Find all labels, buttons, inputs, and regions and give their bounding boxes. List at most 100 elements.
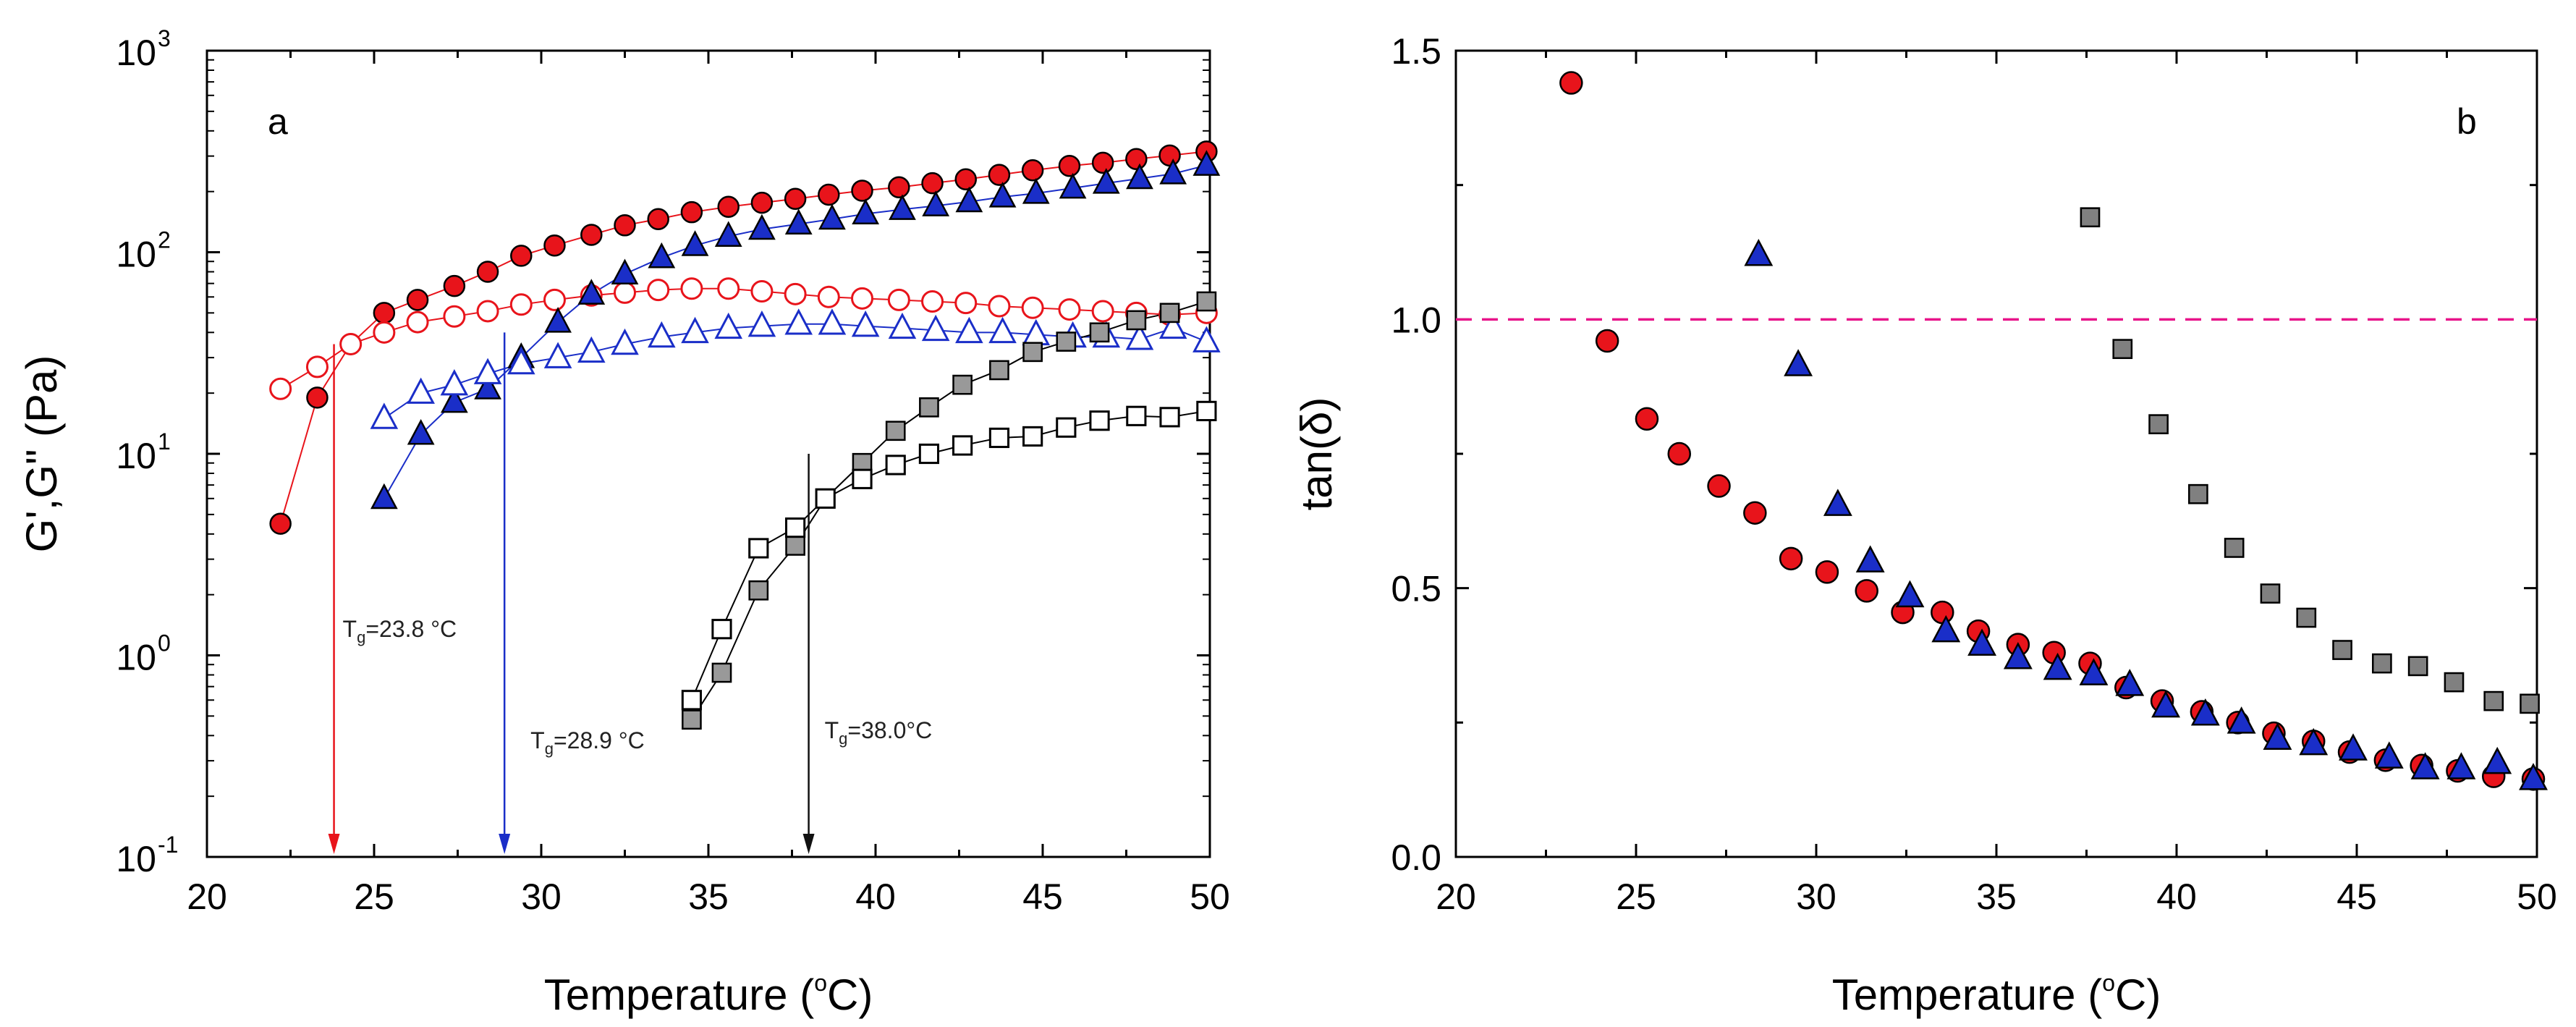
data-point-circle — [543, 234, 566, 257]
data-point-circle — [921, 172, 944, 195]
y-tick-label: 10 — [116, 234, 156, 275]
data-point-triangle — [648, 321, 676, 348]
data-point-square — [2332, 640, 2352, 660]
x-tick-label: 30 — [1796, 876, 1836, 917]
data-point-triangle — [852, 198, 880, 224]
y-tick-label: 10 — [116, 638, 156, 678]
data-point-circle — [269, 377, 292, 400]
data-point-circle — [510, 245, 533, 267]
y-tick-label: 1.5 — [1391, 31, 1441, 72]
data-point-square — [1159, 303, 1180, 324]
data-point-triangle — [2151, 690, 2180, 718]
tg-arrow-head — [328, 834, 340, 854]
data-point-circle — [988, 295, 1011, 318]
y-tick-exponent: 2 — [158, 227, 171, 253]
data-point-triangle — [2079, 658, 2109, 685]
x-tick-label: 45 — [2336, 876, 2377, 917]
data-point-triangle — [648, 242, 676, 269]
data-point-circle — [1058, 298, 1081, 321]
data-point-circle — [717, 195, 740, 219]
data-point-square — [918, 443, 940, 465]
data-point-square — [1159, 407, 1180, 428]
data-point-triangle — [1931, 614, 1961, 643]
data-point-triangle — [2263, 722, 2292, 750]
data-point-square — [2260, 583, 2281, 604]
data-point-triangle — [1895, 580, 1925, 608]
data-point-triangle — [2299, 727, 2329, 756]
x-tick-label: 40 — [855, 876, 896, 917]
data-point-square — [785, 517, 806, 538]
data-point-square — [682, 709, 702, 730]
data-point-triangle — [544, 307, 572, 333]
data-point-triangle — [2339, 733, 2368, 761]
data-point-triangle — [818, 203, 846, 230]
data-point-circle — [1021, 159, 1044, 182]
panel-b-ylabel: tan(δ) — [1292, 397, 1341, 511]
data-point-square — [2407, 656, 2428, 677]
y-tick-label: 0.0 — [1391, 837, 1441, 878]
data-point-square — [1126, 310, 1147, 331]
x-tick-label: 50 — [2517, 876, 2557, 917]
data-point-circle — [887, 288, 910, 311]
data-point-circle — [373, 321, 396, 344]
data-point-square — [815, 488, 836, 509]
data-point-triangle — [1192, 326, 1221, 352]
data-point-triangle — [747, 310, 776, 337]
tg-arrow-head — [802, 834, 815, 854]
data-point-circle — [954, 168, 977, 191]
panel-b-label: b — [2457, 101, 2477, 142]
data-point-circle — [1091, 151, 1114, 174]
data-point-circle — [647, 208, 669, 230]
data-point-square — [2148, 414, 2169, 435]
data-point-triangle — [1159, 159, 1187, 185]
data-point-triangle — [577, 336, 606, 363]
data-point-triangle — [2483, 746, 2512, 774]
series-line-0 — [279, 151, 1207, 524]
y-tick-exponent: -1 — [158, 832, 178, 858]
data-point-circle — [784, 282, 807, 305]
x-tick-label: 45 — [1022, 876, 1063, 917]
data-point-triangle — [507, 347, 535, 375]
data-point-triangle — [473, 358, 502, 384]
data-point-triangle — [2227, 706, 2256, 734]
data-point-triangle — [2115, 669, 2145, 696]
data-point-triangle — [784, 208, 813, 235]
panel-b-ticks: 20 25 30 35 40 45 50 0.0 0.5 1.0 1.5 — [1391, 31, 2556, 917]
data-point-triangle — [1784, 349, 1813, 376]
data-point-square — [2372, 653, 2392, 674]
data-point-triangle — [889, 194, 916, 220]
data-point-triangle — [1125, 324, 1154, 350]
data-point-square — [711, 619, 732, 640]
data-point-triangle — [1022, 318, 1051, 346]
data-point-triangle — [1092, 168, 1120, 194]
data-point-triangle — [681, 316, 709, 344]
data-point-circle — [1743, 501, 1767, 525]
data-point-circle — [750, 279, 774, 303]
data-point-triangle — [441, 386, 468, 413]
panel-b-xlabel: Temperature (oC) — [1832, 970, 2161, 1019]
x-tick-label: 35 — [688, 876, 729, 917]
data-point-square — [2188, 483, 2208, 504]
data-point-circle — [509, 293, 533, 316]
data-point-triangle — [1126, 163, 1153, 190]
data-point-square — [1196, 291, 1217, 312]
x-tick-label: 50 — [1190, 876, 1230, 917]
data-point-square — [885, 420, 906, 441]
data-point-circle — [306, 386, 329, 409]
data-point-circle — [443, 305, 466, 328]
data-point-square — [1056, 417, 1077, 438]
data-point-square — [952, 435, 973, 456]
data-point-square — [748, 580, 769, 601]
data-point-circle — [1667, 441, 1692, 466]
data-point-square — [2483, 690, 2504, 711]
data-point-triangle — [1192, 150, 1221, 176]
data-point-circle — [1707, 474, 1731, 498]
data-point-triangle — [955, 316, 983, 344]
panel-a-label: a — [268, 101, 288, 142]
data-point-square — [952, 374, 973, 395]
data-point-square — [711, 662, 732, 683]
panel-b-frame — [1454, 49, 2538, 858]
data-point-circle — [851, 287, 874, 310]
data-point-triangle — [2519, 763, 2548, 790]
